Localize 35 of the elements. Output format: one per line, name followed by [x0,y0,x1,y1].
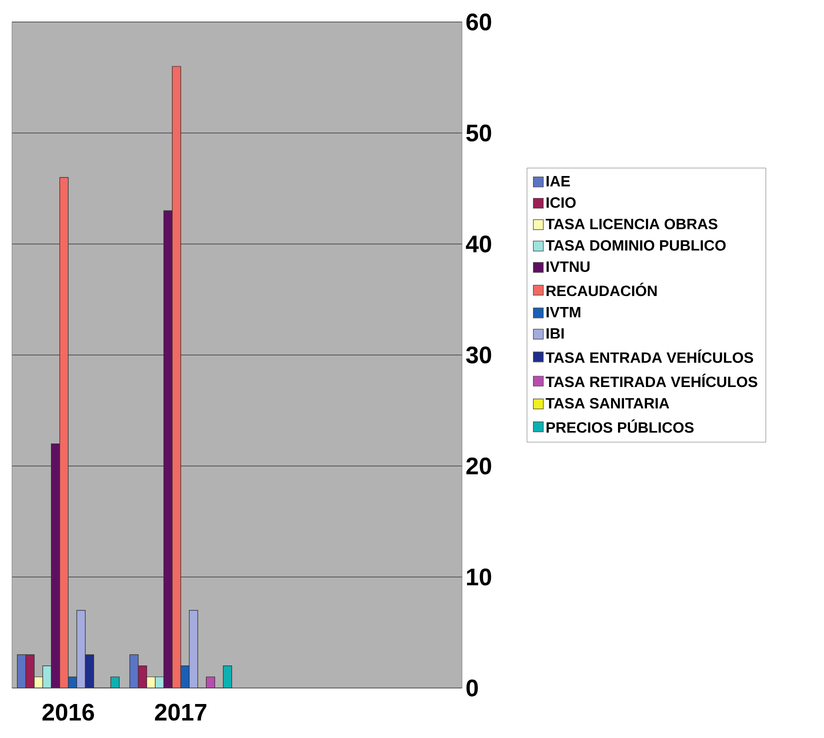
legend-label: TASA DOMINIO PUBLICO [546,240,726,251]
legend-label: TASA RETIRADA VEHÍCULOS [546,374,758,388]
legend-label: TASA LICENCIA OBRAS [546,218,718,230]
y-tick-label: 50 [466,124,492,142]
x-tick-label: 2016 [42,704,94,721]
legend-label: IBI [546,328,564,339]
bar [172,66,182,688]
bar [138,665,148,688]
bar [163,210,173,688]
y-tick-label: 40 [466,236,492,252]
bar [76,610,86,688]
y-tick-label: 0 [466,680,478,696]
legend-label: RECAUDACIÓN [546,282,657,296]
legend-label: PRECIOS PÚBLICOS [546,419,694,433]
y-tick-label: 30 [466,346,492,364]
legend-label: TASA SANITARIA [546,398,670,409]
bar [25,654,35,688]
bar [129,654,139,688]
legend-label: ICIO [546,197,576,208]
bar [222,665,232,688]
bar [42,665,52,688]
legend-label: IVTM [546,307,580,318]
x-tick-label: 2017 [154,704,206,721]
bar [50,443,60,688]
legend-label: IVTNU [546,262,590,272]
y-tick-label: 20 [466,458,492,474]
bar [16,654,26,688]
legend-label: IAE [546,176,570,186]
bar [84,654,94,688]
legend-label: TASA ENTRADA VEHÍCULOS [546,350,754,363]
bar [59,177,69,688]
bar [188,610,198,688]
y-tick-label: 60 [466,14,492,30]
bar [180,665,190,688]
y-tick-label: 10 [467,568,492,586]
